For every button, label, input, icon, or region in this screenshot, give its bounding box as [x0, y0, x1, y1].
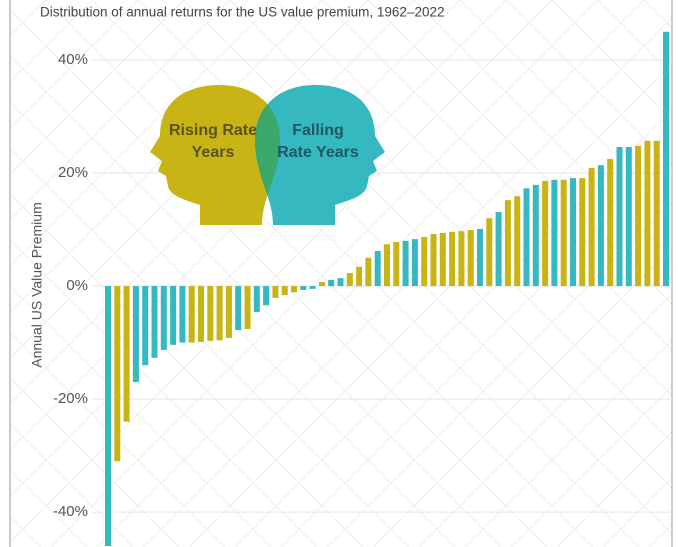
bar [114, 286, 120, 461]
bar [412, 239, 418, 286]
bar [617, 147, 623, 286]
bar [551, 180, 557, 286]
bar [449, 232, 455, 286]
bar [310, 286, 316, 289]
bar [338, 278, 344, 286]
bar [291, 286, 297, 292]
bar [328, 280, 334, 286]
bar [384, 244, 390, 286]
bar [133, 286, 139, 382]
bar [486, 218, 492, 286]
bar [598, 165, 604, 286]
legend-label: Rising Rate Years [168, 120, 258, 164]
bar [505, 200, 511, 286]
y-tick-label: -40% [53, 503, 88, 520]
bar [458, 231, 464, 286]
bar [263, 286, 269, 305]
bar [272, 286, 278, 298]
chart: Distribution of annual returns for the U… [0, 0, 678, 547]
bar [319, 282, 325, 286]
bar [468, 230, 474, 286]
bar [542, 181, 548, 286]
bar [217, 286, 223, 340]
bar [347, 273, 353, 286]
bar [282, 286, 288, 295]
bar [189, 286, 195, 343]
bar [393, 242, 399, 286]
bar [496, 212, 502, 286]
bar [403, 241, 409, 286]
bar [635, 146, 641, 286]
bar [654, 141, 660, 286]
bar [561, 180, 567, 286]
y-tick-label: 0% [66, 277, 88, 294]
bar [421, 237, 427, 286]
legend-label: Falling Rate Years [273, 120, 363, 164]
bar [570, 178, 576, 286]
bar [375, 251, 381, 286]
bar [356, 267, 362, 286]
bar [142, 286, 148, 365]
bar [235, 286, 241, 330]
bar [179, 286, 185, 343]
bar [477, 229, 483, 286]
bar [607, 159, 613, 286]
bar [124, 286, 130, 422]
y-axis-label: Annual US Value Premium [29, 202, 45, 367]
bar [644, 141, 650, 286]
chart-wrap: Distribution of annual returns for the U… [0, 0, 678, 547]
bar [170, 286, 176, 345]
bar [254, 286, 260, 312]
bar [533, 185, 539, 286]
bar [589, 168, 595, 286]
bar [524, 188, 530, 286]
bar [152, 286, 158, 358]
bar [226, 286, 232, 338]
bar [365, 258, 371, 286]
bar [579, 178, 585, 286]
y-tick-label: 40% [58, 51, 88, 68]
bar [431, 234, 437, 286]
bar [440, 233, 446, 286]
bar [663, 32, 669, 286]
bar [105, 286, 111, 546]
bar [514, 196, 520, 286]
bar [626, 147, 632, 286]
bar [245, 286, 251, 329]
bar [198, 286, 204, 342]
bar [300, 286, 306, 290]
y-tick-label: 20% [58, 164, 88, 181]
bar [207, 286, 213, 341]
bar [161, 286, 167, 350]
chart-title: Distribution of annual returns for the U… [40, 5, 444, 20]
y-tick-label: -20% [53, 390, 88, 407]
